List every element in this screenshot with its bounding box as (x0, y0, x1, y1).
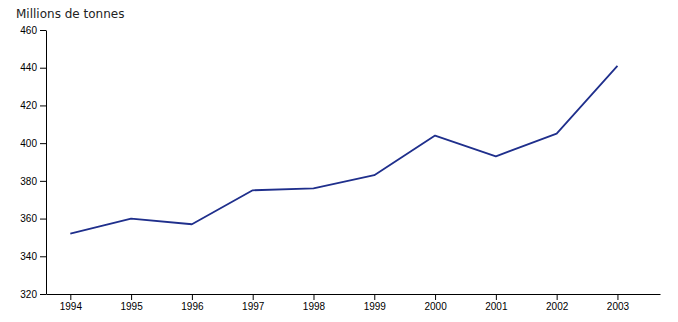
y-tick-mark (40, 219, 46, 220)
y-tick: 440 (20, 62, 46, 73)
x-tick-mark (374, 294, 375, 300)
y-tick: 400 (20, 138, 46, 149)
x-tick-mark (131, 294, 132, 300)
y-tick-label: 400 (20, 138, 37, 149)
x-tick: 1999 (364, 294, 387, 312)
y-tick-label: 380 (20, 176, 37, 187)
x-tick-mark (253, 294, 254, 300)
x-tick-mark (435, 294, 436, 300)
x-tick: 2002 (546, 294, 569, 312)
x-tick-label: 1995 (120, 301, 143, 312)
x-tick-label: 1998 (303, 301, 326, 312)
y-tick-label: 340 (20, 251, 37, 262)
x-tick: 2000 (424, 294, 447, 312)
x-axis-line (47, 294, 661, 295)
y-tick-mark (40, 294, 46, 295)
x-tick-label: 1996 (181, 301, 204, 312)
x-tick-label: 2003 (607, 301, 630, 312)
y-axis-line (46, 31, 47, 295)
x-tick-label: 1994 (60, 301, 83, 312)
x-tick: 1994 (60, 294, 83, 312)
x-tick: 2003 (607, 294, 630, 312)
x-tick: 1996 (181, 294, 204, 312)
y-tick-label: 320 (20, 289, 37, 300)
y-tick-mark (40, 68, 46, 69)
x-tick-mark (70, 294, 71, 300)
y-tick-label: 440 (20, 62, 37, 73)
y-tick: 380 (20, 176, 46, 187)
x-tick-mark (313, 294, 314, 300)
x-axis: 1994 1995 1996 1997 1998 1999 2000 2001 2002 2003 (47, 294, 661, 312)
x-tick-label: 1999 (364, 301, 387, 312)
chart: 1994 1995 1996 1997 1998 1999 2000 2001 2002 2003… (0, 0, 678, 322)
x-tick: 1995 (120, 294, 143, 312)
x-tick-mark (617, 294, 618, 300)
x-tick-mark (496, 294, 497, 300)
x-tick: 2001 (485, 294, 508, 312)
y-axis-label: Millions de tonnes (16, 7, 124, 21)
y-tick-mark (40, 181, 46, 182)
x-tick: 1997 (242, 294, 265, 312)
marks (70, 66, 617, 234)
y-tick-mark (40, 30, 46, 31)
y-tick-mark (40, 143, 46, 144)
y-tick: 360 (20, 213, 46, 224)
y-tick-label: 360 (20, 213, 37, 224)
y-tick: 420 (20, 100, 46, 111)
y-tick: 340 (20, 251, 46, 262)
y-tick-label: 460 (20, 25, 37, 36)
x-tick-mark (557, 294, 558, 300)
x-tick-label: 2001 (485, 301, 508, 312)
plot-area: 1994 1995 1996 1997 1998 1999 2000 2001 2002 2003… (20, 25, 660, 312)
x-tick-mark (192, 294, 193, 300)
x-tick-label: 2000 (424, 301, 447, 312)
y-tick-mark (40, 105, 46, 106)
y-tick: 320 (20, 289, 46, 300)
x-tick-label: 1997 (242, 301, 265, 312)
y-tick: 460 (20, 25, 46, 36)
y-tick-mark (40, 256, 46, 257)
x-tick-label: 2002 (546, 301, 569, 312)
line (70, 66, 617, 234)
y-tick-label: 420 (20, 100, 37, 111)
y-axis: 320 340 360 380 400 420 440 460 (20, 25, 46, 300)
x-tick: 1998 (303, 294, 326, 312)
